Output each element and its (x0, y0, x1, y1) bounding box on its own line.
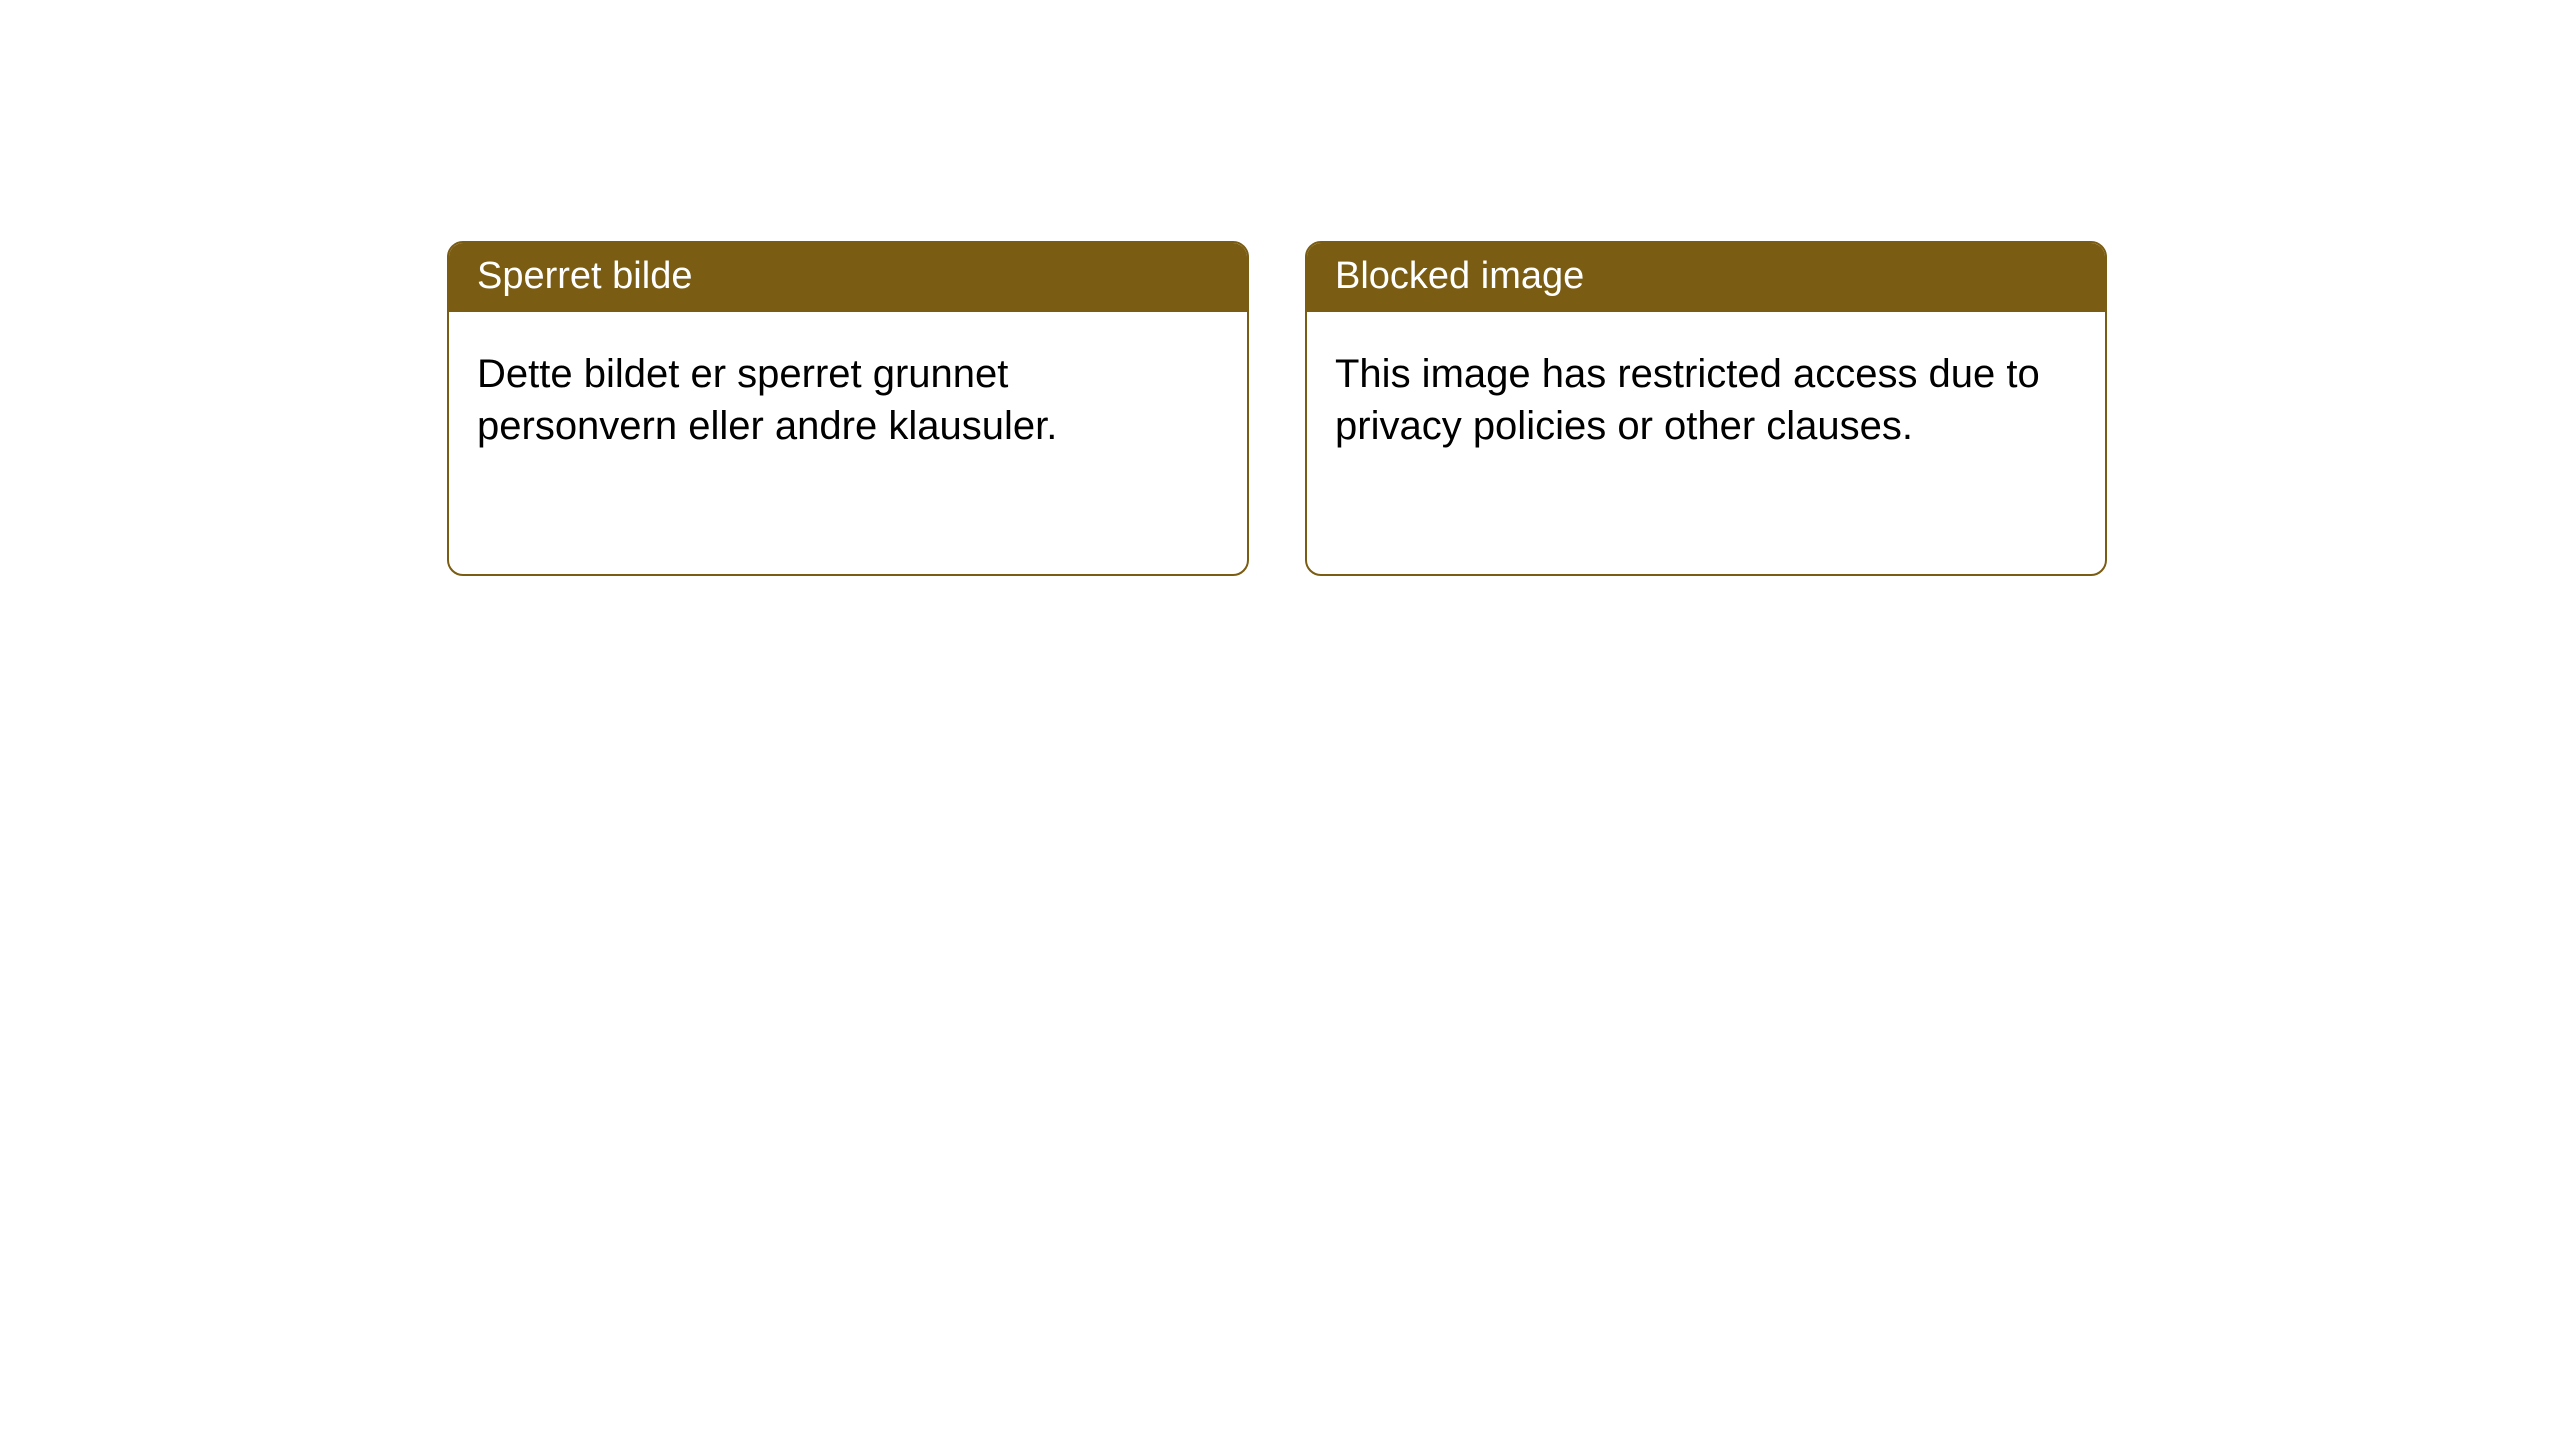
blocked-image-card-norwegian: Sperret bilde Dette bildet er sperret gr… (447, 241, 1249, 576)
card-body: Dette bildet er sperret grunnet personve… (449, 312, 1247, 480)
card-title: Blocked image (1335, 255, 1584, 297)
card-header: Sperret bilde (449, 243, 1247, 312)
blocked-image-card-english: Blocked image This image has restricted … (1305, 241, 2107, 576)
card-body-text: This image has restricted access due to … (1335, 352, 2040, 448)
card-header: Blocked image (1307, 243, 2105, 312)
card-body-text: Dette bildet er sperret grunnet personve… (477, 352, 1057, 448)
cards-container: Sperret bilde Dette bildet er sperret gr… (447, 241, 2107, 576)
card-body: This image has restricted access due to … (1307, 312, 2105, 480)
card-title: Sperret bilde (477, 255, 692, 297)
